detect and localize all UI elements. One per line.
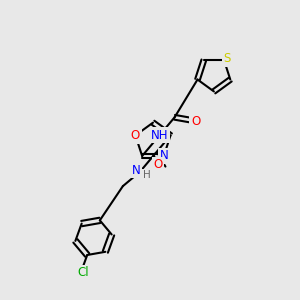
Text: NH: NH [151, 129, 169, 142]
Text: O: O [153, 158, 163, 171]
Text: O: O [191, 116, 200, 128]
Text: N: N [132, 164, 141, 177]
Text: H: H [143, 170, 151, 180]
Text: O: O [131, 129, 140, 142]
Text: Cl: Cl [77, 266, 89, 279]
Text: N: N [159, 149, 168, 163]
Text: S: S [223, 52, 231, 65]
